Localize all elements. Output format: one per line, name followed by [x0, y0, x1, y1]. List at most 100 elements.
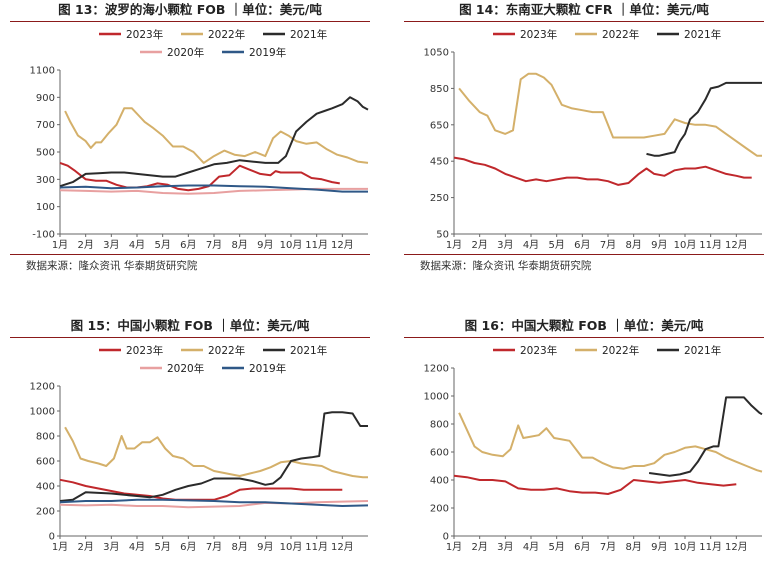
x-tick-label: 10月 — [280, 239, 303, 251]
x-tick-label: 7月 — [206, 239, 222, 251]
legend-label: 2022年 — [602, 344, 639, 357]
legend-label: 2021年 — [684, 28, 721, 41]
series-line — [458, 412, 763, 473]
x-tick-label: 1月 — [446, 239, 462, 251]
legend-label: 2022年 — [208, 28, 245, 41]
x-tick-label: 2月 — [77, 541, 93, 553]
series-line — [64, 107, 369, 164]
chart-panel-15: 图 15：中国小颗粒 FOB ｜单位：美元/吨 0 200 400 600 800 100… — [4, 316, 376, 586]
legend-label: 2023年 — [520, 344, 557, 357]
legend-label: 2021年 — [290, 28, 327, 41]
chart-plot: -100 100 300 500 700 900 1100 1月 2月 3月 4月 5月 6月 7月 8月 9… — [30, 28, 369, 251]
chart-title: 图 16：中国大颗粒 FOB ｜单位：美元/吨 — [464, 318, 704, 333]
legend-label: 2023年 — [126, 28, 163, 41]
x-tick-label: 3月 — [103, 239, 119, 251]
series-line — [59, 161, 340, 192]
x-tick-label: 12月 — [725, 239, 748, 251]
chart-title: 图 13：波罗的海小颗粒 FOB ｜单位：美元/吨 — [58, 2, 322, 17]
x-tick-label: 5月 — [154, 239, 170, 251]
y-tick-label: 200 — [430, 504, 449, 515]
x-tick-label: 4月 — [129, 239, 145, 251]
x-tick-label: 10月 — [674, 541, 697, 553]
legend-label: 2022年 — [208, 344, 245, 357]
legend-label: 2023年 — [126, 344, 163, 357]
x-tick-label: 4月 — [129, 541, 145, 553]
x-tick-label: 6月 — [574, 541, 590, 553]
source-note: 数据来源：隆众资讯 华泰期货研究院 — [26, 260, 198, 272]
chart-panel-16: 图 16：中国大颗粒 FOB ｜单位：美元/吨 0 200 400 600 800 100… — [398, 316, 770, 586]
source-rule — [404, 254, 764, 255]
x-tick-label: 5月 — [548, 239, 564, 251]
y-tick-label: 800 — [430, 420, 449, 431]
y-tick-label: 900 — [36, 93, 55, 104]
title-rule — [10, 337, 370, 338]
x-tick-label: 11月 — [699, 239, 722, 251]
chart-panel-13: 图 13：波罗的海小颗粒 FOB ｜单位：美元/吨 -100 100 300 500 7… — [4, 0, 376, 272]
legend-label: 2020年 — [167, 46, 204, 59]
source-note: 数据来源：隆众资讯 华泰期货研究院 — [420, 260, 592, 272]
source-rule — [10, 254, 370, 255]
x-tick-label: 7月 — [600, 239, 616, 251]
series-line — [59, 96, 369, 188]
y-tick-label: 800 — [36, 432, 55, 443]
x-tick-label: 8月 — [625, 541, 641, 553]
y-tick-label: 700 — [36, 120, 55, 131]
series-line — [453, 156, 752, 186]
x-tick-label: 9月 — [257, 239, 273, 251]
legend-label: 2021年 — [684, 344, 721, 357]
legend-label: 2023年 — [520, 28, 557, 41]
x-tick-label: 12月 — [725, 541, 748, 553]
chart-title: 图 15：中国小颗粒 FOB ｜单位：美元/吨 — [70, 318, 310, 333]
x-tick-label: 3月 — [497, 541, 513, 553]
x-tick-label: 11月 — [699, 541, 722, 553]
y-tick-label: 650 — [430, 120, 449, 131]
chart-title: 图 14：东南亚大颗粒 CFR ｜单位：美元/吨 — [459, 2, 709, 17]
legend-label: 2019年 — [249, 46, 286, 59]
title-rule — [404, 21, 764, 22]
y-tick-label: 600 — [430, 448, 449, 459]
legend-label: 2019年 — [249, 362, 286, 375]
y-tick-label: 400 — [430, 476, 449, 487]
x-tick-label: 6月 — [180, 239, 196, 251]
x-tick-label: 2月 — [77, 239, 93, 251]
chart-plot: 0 200 400 600 800 1000 1200 1月 2月 3月 4月 5月 6月 7月 8月 9月 1… — [424, 344, 763, 553]
y-tick-label: 0 — [49, 532, 55, 543]
legend-label: 2022年 — [602, 28, 639, 41]
y-tick-label: 850 — [430, 84, 449, 95]
y-tick-label: 200 — [36, 507, 55, 518]
x-tick-label: 2月 — [471, 541, 487, 553]
series-line — [648, 396, 763, 477]
series-line — [453, 474, 737, 495]
x-tick-label: 7月 — [206, 541, 222, 553]
series-line — [59, 500, 369, 509]
y-tick-label: 1050 — [424, 48, 449, 59]
y-tick-label: 400 — [36, 482, 55, 493]
y-tick-label: 600 — [36, 457, 55, 468]
x-tick-label: 6月 — [574, 239, 590, 251]
x-tick-label: 11月 — [305, 239, 328, 251]
legend-label: 2021年 — [290, 344, 327, 357]
x-tick-label: 1月 — [52, 239, 68, 251]
x-tick-label: 9月 — [651, 541, 667, 553]
x-tick-label: 3月 — [497, 239, 513, 251]
series-line — [59, 184, 368, 193]
x-tick-label: 8月 — [625, 239, 641, 251]
x-tick-label: 4月 — [523, 239, 539, 251]
y-tick-label: 500 — [36, 148, 55, 159]
y-tick-label: 1200 — [424, 364, 449, 375]
x-tick-label: 9月 — [257, 541, 273, 553]
x-tick-label: 8月 — [231, 541, 247, 553]
title-rule — [404, 337, 764, 338]
legend-label: 2020年 — [167, 362, 204, 375]
series-line — [59, 411, 368, 502]
x-tick-label: 9月 — [651, 239, 667, 251]
x-tick-label: 12月 — [331, 239, 354, 251]
x-tick-label: 2月 — [471, 239, 487, 251]
y-tick-label: 250 — [430, 193, 449, 204]
y-tick-label: 1000 — [424, 392, 449, 403]
x-tick-label: 5月 — [548, 541, 564, 553]
x-tick-label: 7月 — [600, 541, 616, 553]
x-tick-label: 5月 — [154, 541, 170, 553]
x-tick-label: 1月 — [52, 541, 68, 553]
